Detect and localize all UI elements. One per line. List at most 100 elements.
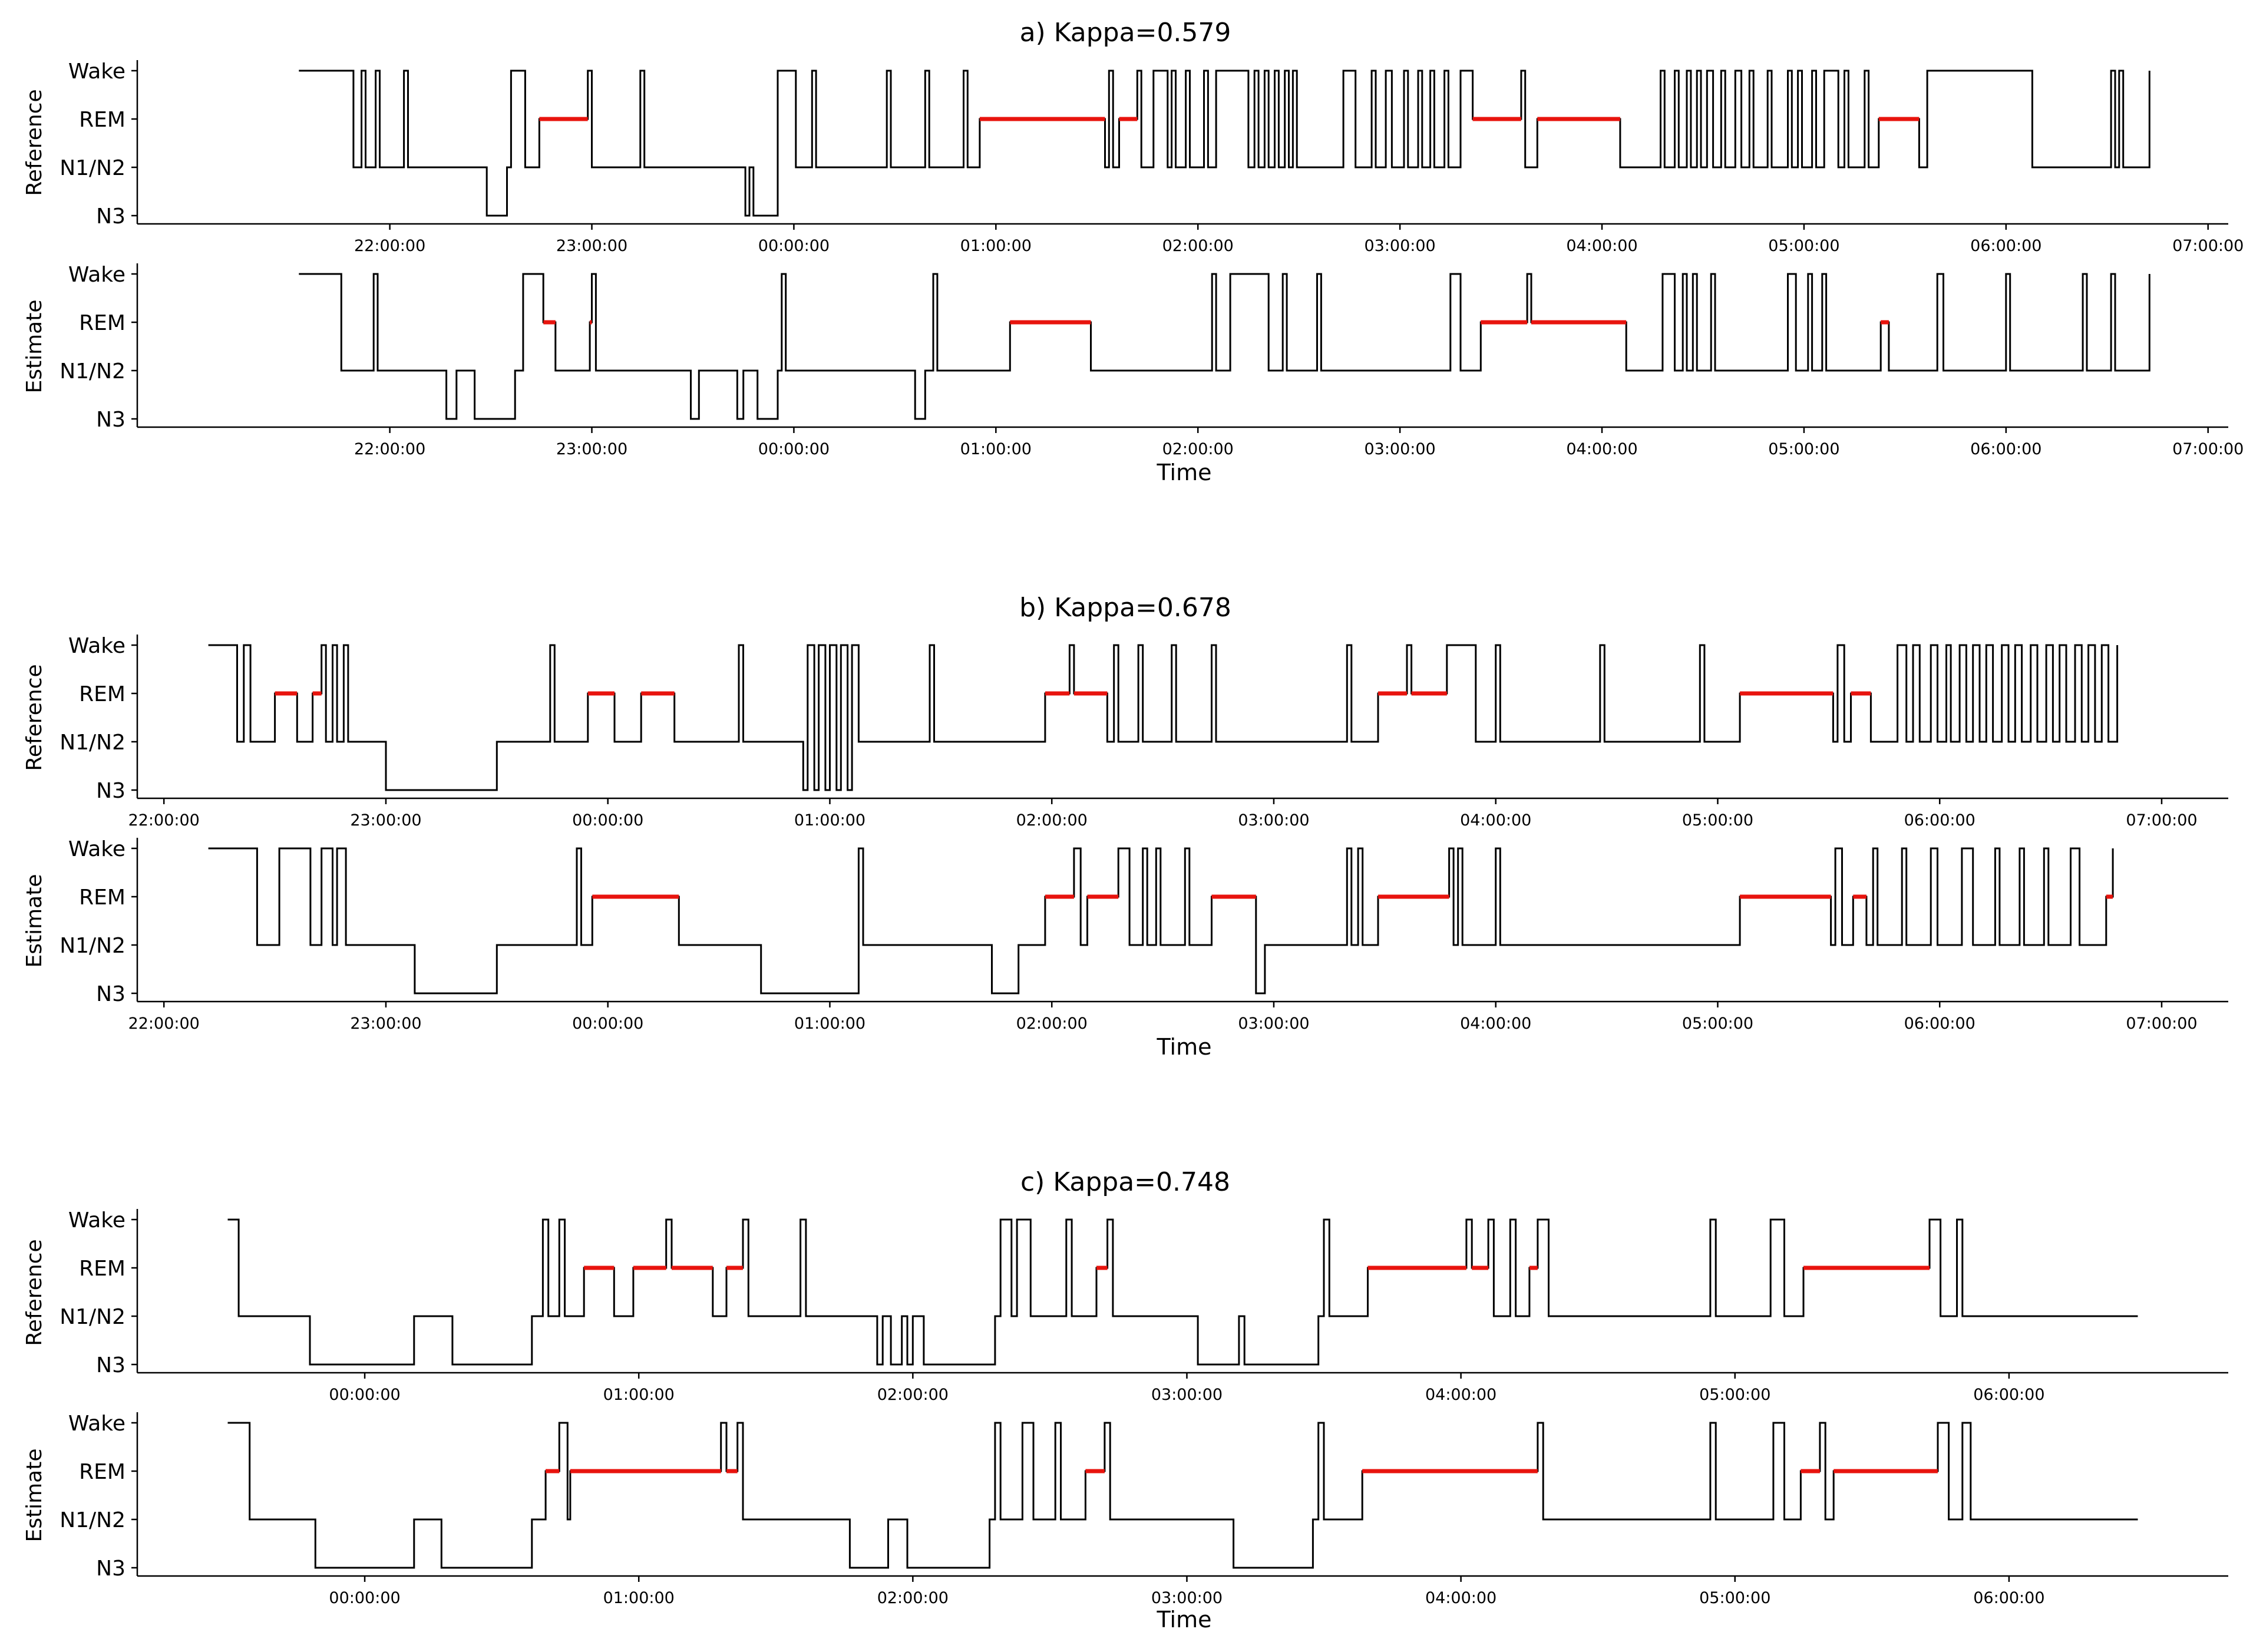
panel-b-reference-xtick-label: 01:00:00 [794, 811, 865, 830]
panel-a-reference-ytick-label-n1-n2: N1/N2 [60, 156, 125, 180]
panel-c-estimate-ytick-label-rem: REM [79, 1460, 125, 1484]
panel-b-xlabel: Time [1157, 1034, 1212, 1060]
panel-c-reference-ytick-label-n1-n2: N1/N2 [60, 1305, 125, 1329]
panel-c-estimate-ytick-label-n3: N3 [96, 1557, 125, 1581]
panel-a-reference-plot: Reference Wake REM N1/N2 N3 22:00:00 23:00:00… [22, 60, 2244, 255]
panel-a: a) Kappa=0.579 Reference Wake REM N1/N2 N3 2… [22, 18, 2244, 485]
panel-c-reference-xtick-label: 05:00:00 [1699, 1386, 1770, 1404]
panel-b-estimate-xtick-label: 01:00:00 [794, 1015, 865, 1033]
panel-b-estimate-xtick-label: 00:00:00 [572, 1015, 643, 1033]
panel-a-reference-ytick-label-wake: Wake [68, 60, 125, 84]
panel-b-reference-xtick-label: 00:00:00 [572, 811, 643, 830]
panel-c-reference-xtick-label: 02:00:00 [877, 1386, 949, 1404]
panel-b-estimate-xtick-label: 03:00:00 [1238, 1015, 1309, 1033]
panel-a-reference-xtick-label: 01:00:00 [960, 237, 1032, 255]
panel-c-title: c) Kappa=0.748 [1020, 1167, 1230, 1197]
panel-a-estimate-xtick-label: 00:00:00 [758, 440, 830, 458]
panel-a-title: a) Kappa=0.579 [1020, 18, 1231, 48]
panel-c-estimate-xtick-label: 06:00:00 [1973, 1589, 2044, 1607]
panel-c-reference-plot: Reference Wake REM N1/N2 N3 00:00:00 01:00:00… [22, 1208, 2228, 1404]
panel-a-estimate-ytick-label-rem: REM [79, 311, 125, 335]
panel-b-reference-ytick-label-wake: Wake [68, 634, 125, 658]
panel-a-reference-xtick-label: 07:00:00 [2172, 237, 2244, 255]
panel-a-estimate-xtick-label: 07:00:00 [2172, 440, 2244, 458]
panel-a-estimate-xtick-label: 06:00:00 [1970, 440, 2041, 458]
panel-c-estimate-ylabel: Estimate [22, 1448, 47, 1542]
panel-a-estimate-xtick-label: 01:00:00 [960, 440, 1032, 458]
panel-b-estimate-ytick-label-rem: REM [79, 886, 125, 910]
panel-c-estimate-xtick-label: 03:00:00 [1151, 1589, 1223, 1607]
panel-a-reference-xtick-label: 04:00:00 [1566, 237, 1637, 255]
panel-c-estimate-plot: Estimate Time Wake REM N1/N2 N3 00:00:00 01:0… [22, 1412, 2228, 1633]
panel-a-estimate-plot: Estimate Time Wake REM N1/N2 N3 22:00:00 23:0… [22, 263, 2244, 485]
panel-c-estimate-xtick-label: 00:00:00 [329, 1589, 400, 1607]
panel-c-estimate-ytick-label-wake: Wake [68, 1412, 125, 1436]
panel-b-estimate-xtick-label: 06:00:00 [1904, 1015, 1975, 1033]
panel-a-reference-xtick-label: 03:00:00 [1364, 237, 1435, 255]
panel-a-xlabel: Time [1157, 460, 1212, 485]
panel-a-reference-xtick-label: 00:00:00 [758, 237, 830, 255]
panel-c-reference-xtick-label: 03:00:00 [1151, 1386, 1223, 1404]
panel-b-title: b) Kappa=0.678 [1019, 593, 1231, 623]
panel-c-xlabel: Time [1157, 1607, 1212, 1633]
panel-c-reference-ytick-label-wake: Wake [68, 1208, 125, 1233]
panel-a-reference-xtick-label: 23:00:00 [556, 237, 627, 255]
panel-b-estimate-ytick-label-wake: Wake [68, 837, 125, 861]
panel-c-reference-xtick-label: 01:00:00 [603, 1386, 675, 1404]
panel-b-estimate-xtick-label: 05:00:00 [1682, 1015, 1753, 1033]
panel-a-reference-hypnogram-trace [299, 70, 2150, 217]
panel-a-reference-ytick-label-n3: N3 [96, 204, 125, 229]
panel-c-estimate-xtick-label: 04:00:00 [1425, 1589, 1497, 1607]
panel-c-reference-xtick-label: 04:00:00 [1425, 1386, 1497, 1404]
panel-c: c) Kappa=0.748 Reference Wake REM N1/N2 N3 0… [22, 1167, 2228, 1633]
panel-a-estimate-xtick-label: 22:00:00 [354, 440, 425, 458]
panel-c-reference-ylabel: Reference [22, 1239, 47, 1346]
panel-a-reference-xtick-label: 02:00:00 [1162, 237, 1234, 255]
panel-a-estimate-xtick-label: 03:00:00 [1364, 440, 1435, 458]
panel-b-reference-xtick-label: 03:00:00 [1238, 811, 1309, 830]
panel-b-reference-xtick-label: 22:00:00 [128, 811, 200, 830]
panel-a-reference-ylabel: Reference [22, 89, 47, 196]
panel-c-reference-xtick-label: 00:00:00 [329, 1386, 400, 1404]
panel-b-reference-ytick-label-rem: REM [79, 682, 125, 706]
panel-c-reference-ytick-label-rem: REM [79, 1257, 125, 1281]
panel-b-estimate-xtick-label: 07:00:00 [2126, 1015, 2197, 1033]
panel-a-estimate-xtick-label: 05:00:00 [1768, 440, 1839, 458]
panel-b-reference-ytick-label-n1-n2: N1/N2 [60, 731, 125, 755]
panel-c-reference-ytick-label-n3: N3 [96, 1353, 125, 1377]
panel-b-estimate-ytick-label-n1-n2: N1/N2 [60, 934, 125, 958]
panel-b-estimate-xtick-label: 22:00:00 [128, 1015, 200, 1033]
panel-b-reference-xtick-label: 07:00:00 [2126, 811, 2197, 830]
panel-a-reference-xtick-label: 05:00:00 [1768, 237, 1839, 255]
panel-a-estimate-ytick-label-n1-n2: N1/N2 [60, 359, 125, 384]
panel-b-estimate-ylabel: Estimate [22, 874, 47, 967]
panel-b-reference-ylabel: Reference [22, 664, 47, 771]
panel-b-reference-xtick-label: 05:00:00 [1682, 811, 1753, 830]
panel-b-reference-xtick-label: 06:00:00 [1904, 811, 1975, 830]
panel-c-reference-xtick-label: 06:00:00 [1973, 1386, 2044, 1404]
panel-a-reference-ytick-label-rem: REM [79, 108, 125, 132]
panel-c-estimate-ytick-label-n1-n2: N1/N2 [60, 1508, 125, 1532]
panel-b-estimate-xtick-label: 02:00:00 [1016, 1015, 1088, 1033]
panel-a-reference-xtick-label: 06:00:00 [1970, 237, 2041, 255]
panel-a-estimate-xtick-label: 02:00:00 [1162, 440, 1234, 458]
panel-a-estimate-ylabel: Estimate [22, 299, 47, 393]
panel-a-estimate-ytick-label-wake: Wake [68, 263, 125, 287]
panel-c-estimate-xtick-label: 01:00:00 [603, 1589, 675, 1607]
panel-a-reference-xtick-label: 22:00:00 [354, 237, 425, 255]
panel-b-estimate-ytick-label-n3: N3 [96, 982, 125, 1006]
panel-a-estimate-xtick-label: 04:00:00 [1566, 440, 1637, 458]
panel-a-estimate-ytick-label-n3: N3 [96, 408, 125, 432]
panel-c-estimate-hypnogram-trace [227, 1422, 2138, 1569]
panel-b-reference-xtick-label: 04:00:00 [1460, 811, 1531, 830]
panel-b-reference-ytick-label-n3: N3 [96, 779, 125, 803]
panel-b-reference-xtick-label: 23:00:00 [350, 811, 421, 830]
panel-b-reference-hypnogram-trace [208, 644, 2119, 791]
panel-b-estimate-hypnogram-trace [208, 847, 2114, 994]
panel-b-estimate-xtick-label: 23:00:00 [350, 1015, 421, 1033]
panel-b-estimate-xtick-label: 04:00:00 [1460, 1015, 1531, 1033]
